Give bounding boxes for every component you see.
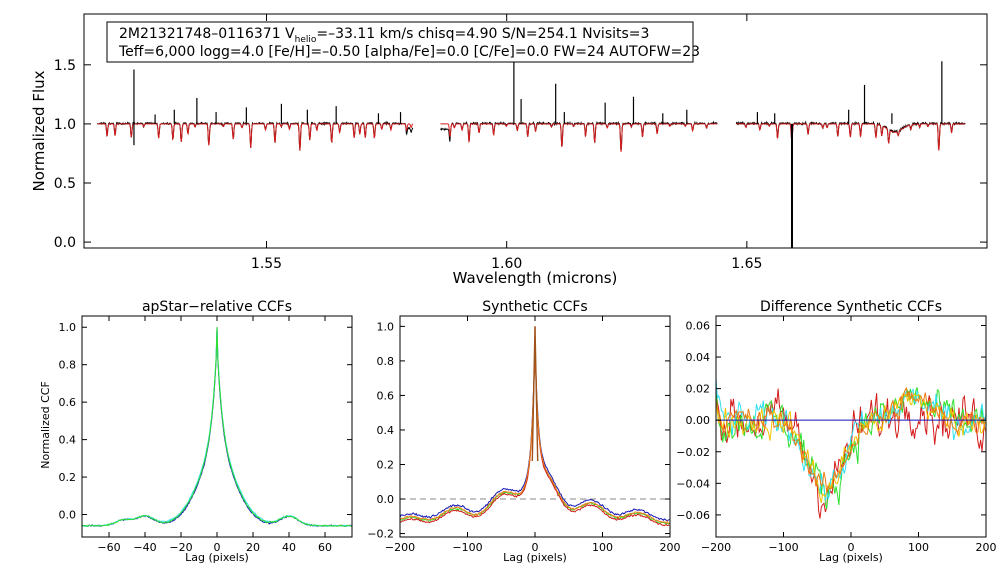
- y-tick-label: 0.8: [59, 359, 77, 372]
- difference-ccf-title: Difference Synthetic CCFs: [760, 299, 942, 315]
- y-tick-label: 0.2: [377, 458, 395, 471]
- spectrum-series: [97, 60, 966, 248]
- model-spectrum-line: [440, 123, 718, 152]
- synthetic-ccf-title: Synthetic CCFs: [482, 299, 587, 315]
- apstar-ccf-ylabel: Normalized CCF: [39, 381, 52, 469]
- x-tick-label: −200: [701, 541, 731, 554]
- y-tick-label: 0.04: [686, 351, 711, 364]
- difference-ccf-series: [715, 378, 987, 519]
- ccf-line-green: [81, 327, 353, 527]
- y-tick-label: 0.0: [377, 493, 395, 506]
- y-tick-label: −0.06: [676, 509, 710, 522]
- x-tick-label: −100: [768, 541, 798, 554]
- y-tick-label: 0.02: [686, 383, 711, 396]
- y-tick-label: 0.06: [686, 319, 711, 332]
- difference-ccf-panel: Difference Synthetic CCFs −200 −100 0 100 20…: [676, 299, 996, 564]
- y-tick-label: 1.0: [59, 321, 77, 334]
- x-tick-label: 100: [592, 541, 613, 554]
- apstar-ccf-xlabel: Lag (pixels): [185, 551, 249, 564]
- difference-ccf-ticks: −200 −100 0 100 200 −0.06 −0.04 −0.02 0.00 0.02 0.…: [676, 316, 997, 554]
- model-spectrum-line: [97, 123, 414, 151]
- x-tick-label: 60: [318, 541, 332, 554]
- x-tick-label: 0: [848, 541, 855, 554]
- annotation-box: 2M21321748–0116371 Vhelio=–33.11 km/s ch…: [106, 21, 700, 63]
- model-spectrum-line: [736, 123, 966, 151]
- y-tick-label: 0.6: [59, 396, 77, 409]
- synthetic-ccf-panel: Synthetic CCFs −200 −100 0 100 200 −0.2 0.0 0.2…: [367, 299, 680, 564]
- ccf-peak-left: [531, 326, 536, 462]
- y-tick-label: 0.0: [54, 235, 76, 251]
- spectrum-axes-frame: [83, 13, 988, 249]
- observed-spectrum-line: [440, 120, 718, 152]
- spectrum-panel: 1.55 1.60 1.65 0.0 0.5 1.0 1.5 Wavelength (mic…: [30, 13, 988, 287]
- x-tick-label: 200: [976, 541, 997, 554]
- x-tick-label: −40: [133, 541, 156, 554]
- ccf-line-blue: [81, 327, 353, 528]
- y-tick-label: 0.00: [686, 414, 711, 427]
- y-tick-label: 0.6: [377, 389, 395, 402]
- x-tick-label: 200: [660, 541, 681, 554]
- y-tick-label: 0.0: [59, 509, 77, 522]
- ccf-line-cyan: [81, 327, 353, 528]
- y-tick-label: 0.2: [59, 471, 77, 484]
- synthetic-ccf-series: [399, 326, 670, 527]
- x-tick-label: 40: [282, 541, 296, 554]
- y-tick-label: −0.2: [367, 528, 394, 541]
- x-tick-label: 1.60: [491, 256, 522, 272]
- annotation-line-2: Teff=6,000 logg=4.0 [Fe/H]=–0.50 [alpha/…: [118, 44, 700, 60]
- apstar-ccf-ticks: −60 −40 −20 0 20 40 60 0.0 0.2 0.4 0.6 0.8 1.0: [59, 316, 352, 554]
- y-tick-label: 1.0: [54, 117, 76, 133]
- annotation-frame: [106, 21, 694, 63]
- x-tick-label: 0: [214, 541, 221, 554]
- ccf-peak-right: [534, 326, 539, 462]
- difference-line-red: [715, 388, 987, 519]
- y-tick-label: 0.4: [377, 424, 395, 437]
- x-tick-label: −200: [385, 541, 415, 554]
- x-tick-label: −60: [97, 541, 120, 554]
- y-tick-label: 1.0: [377, 320, 395, 333]
- difference-ccf-xlabel: Lag (pixels): [819, 551, 883, 564]
- apstar-ccf-axes-frame: [81, 315, 353, 538]
- x-tick-label: 1.55: [251, 256, 282, 272]
- x-tick-label: 0: [532, 541, 539, 554]
- y-tick-label: 0.8: [377, 355, 395, 368]
- apstar-ccf-title: apStar−relative CCFs: [142, 299, 292, 315]
- x-tick-label: 20: [246, 541, 260, 554]
- synthetic-ccf-ticks: −200 −100 0 100 200 −0.2 0.0 0.2 0.4 0.6 0.8 1.0: [367, 316, 681, 554]
- synthetic-ccf-xlabel: Lag (pixels): [503, 551, 567, 564]
- x-tick-label: 100: [908, 541, 929, 554]
- y-tick-label: −0.04: [676, 477, 710, 490]
- spectrum-ticks: 1.55 1.60 1.65 0.0 0.5 1.0 1.5: [54, 14, 987, 272]
- x-tick-label: −100: [452, 541, 482, 554]
- spectrum-xlabel: Wavelength (microns): [453, 269, 618, 287]
- x-tick-label: −20: [169, 541, 192, 554]
- synthetic-ccf-line-red: [399, 361, 670, 527]
- synthetic-ccf-line-blue: [399, 355, 670, 522]
- apstar-ccf-series: [81, 327, 353, 528]
- apstar-ccf-panel: apStar−relative CCFs −60 −40 −20 0 20 40 60 0.0…: [39, 299, 353, 564]
- difference-line-cyan: [715, 378, 987, 501]
- annotation-line-1: 2M21321748–0116371 Vhelio=–33.11 km/s ch…: [119, 26, 649, 45]
- y-tick-label: 1.5: [54, 58, 76, 74]
- y-tick-label: −0.02: [676, 446, 710, 459]
- x-tick-label: 1.65: [731, 256, 762, 272]
- y-tick-label: 0.4: [59, 434, 77, 447]
- y-tick-label: 0.5: [54, 176, 76, 192]
- spectrum-ylabel: Normalized Flux: [30, 70, 48, 191]
